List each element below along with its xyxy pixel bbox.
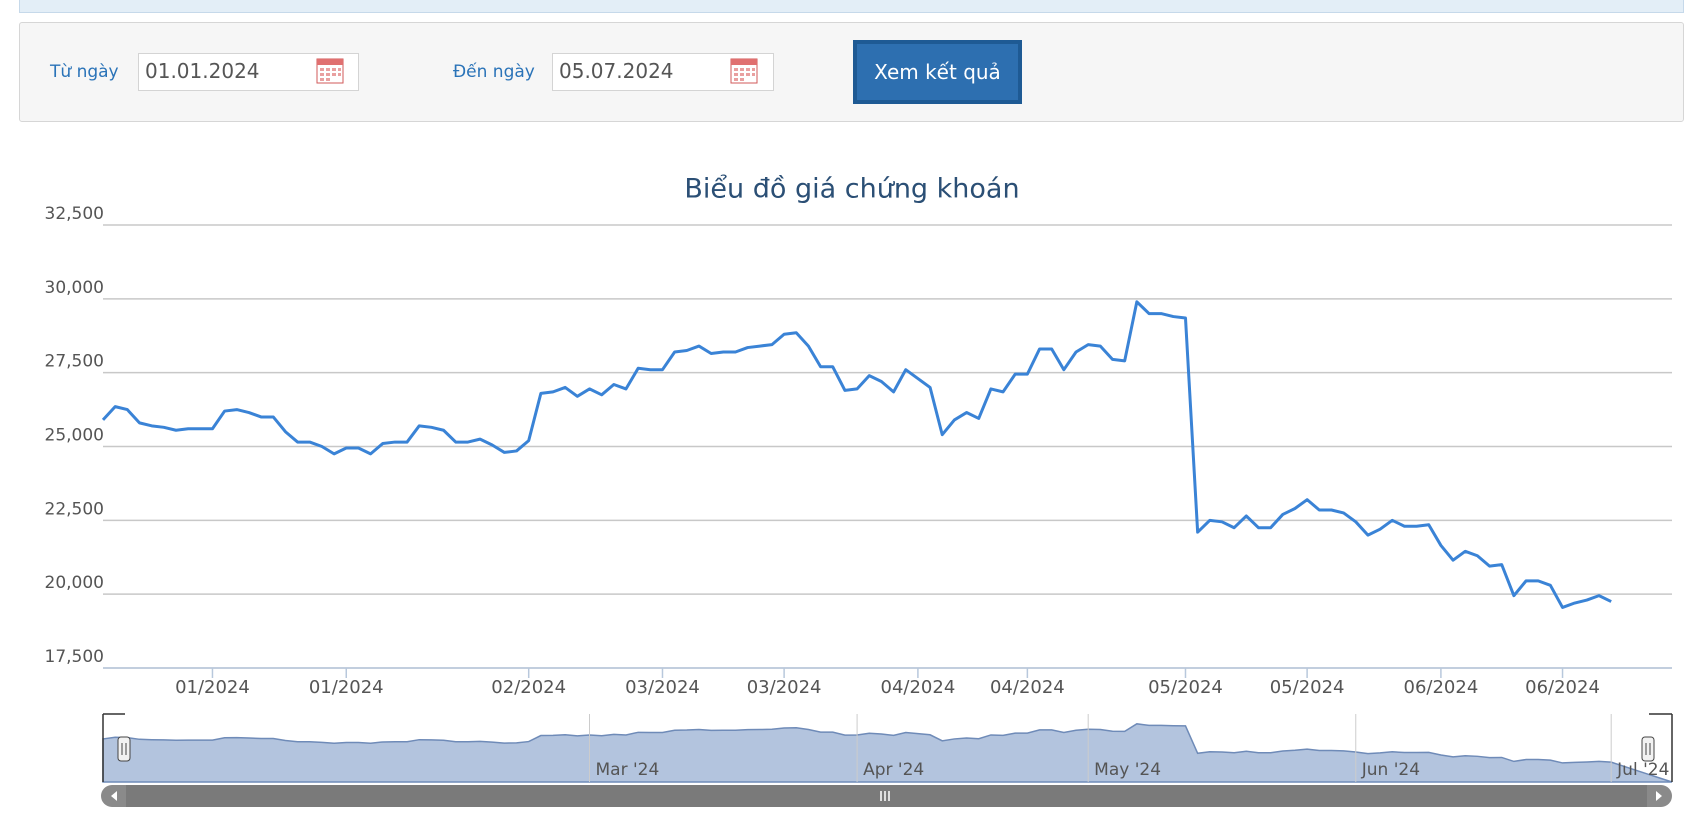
calendar-icon[interactable]	[316, 58, 344, 84]
calendar-icon[interactable]	[730, 58, 758, 84]
handle-grip	[1645, 743, 1651, 755]
navigator-area	[102, 723, 1673, 783]
y-tick-label: 27,500	[45, 352, 104, 372]
navigator-handle[interactable]	[117, 736, 131, 762]
navigator-label: Mar '24	[596, 760, 660, 780]
x-tick-label: 06/2024	[1525, 677, 1600, 698]
y-tick-label: 32,500	[45, 204, 104, 224]
x-tick-label: 05/2024	[1270, 677, 1345, 698]
thumb-grip	[880, 791, 890, 801]
submit-button[interactable]: Xem kết quả	[853, 40, 1022, 104]
navigator-label: Jul '24	[1616, 760, 1669, 780]
x-tick-label: 04/2024	[990, 677, 1065, 698]
x-tick-label: 03/2024	[747, 677, 822, 698]
from-label: Từ ngày	[50, 62, 119, 82]
y-tick-label: 20,000	[45, 573, 104, 593]
y-tick-label: 17,500	[45, 647, 104, 667]
scroll-left	[111, 791, 117, 801]
scrollbar-thumb[interactable]	[126, 785, 1647, 807]
navigator-handle[interactable]	[1641, 736, 1655, 762]
x-tick-label: 04/2024	[881, 677, 956, 698]
x-tick-label: 02/2024	[491, 677, 566, 698]
navigator-label: Apr '24	[863, 760, 924, 780]
navigator-label: Jun '24	[1361, 760, 1420, 780]
x-tick-label: 01/2024	[309, 677, 384, 698]
x-tick-label: 05/2024	[1148, 677, 1223, 698]
y-tick-label: 25,000	[45, 426, 104, 446]
navigator-outline	[102, 713, 1673, 782]
top-strip	[19, 0, 1684, 13]
button-label: Xem kết quả	[857, 44, 1018, 100]
y-tick-label: 22,500	[45, 499, 104, 519]
to-label: Đến ngày	[453, 62, 535, 82]
price-line	[101, 300, 1612, 609]
scroll-right	[1656, 791, 1662, 801]
y-tick-label: 30,000	[45, 278, 104, 298]
navigator-label: May '24	[1094, 760, 1161, 780]
x-tick-label: 03/2024	[625, 677, 700, 698]
x-tick-label: 01/2024	[175, 677, 250, 698]
x-tick-label: 06/2024	[1404, 677, 1479, 698]
chart-title: Biểu đồ giá chứng khoán	[684, 174, 1019, 205]
handle-grip	[121, 743, 127, 755]
